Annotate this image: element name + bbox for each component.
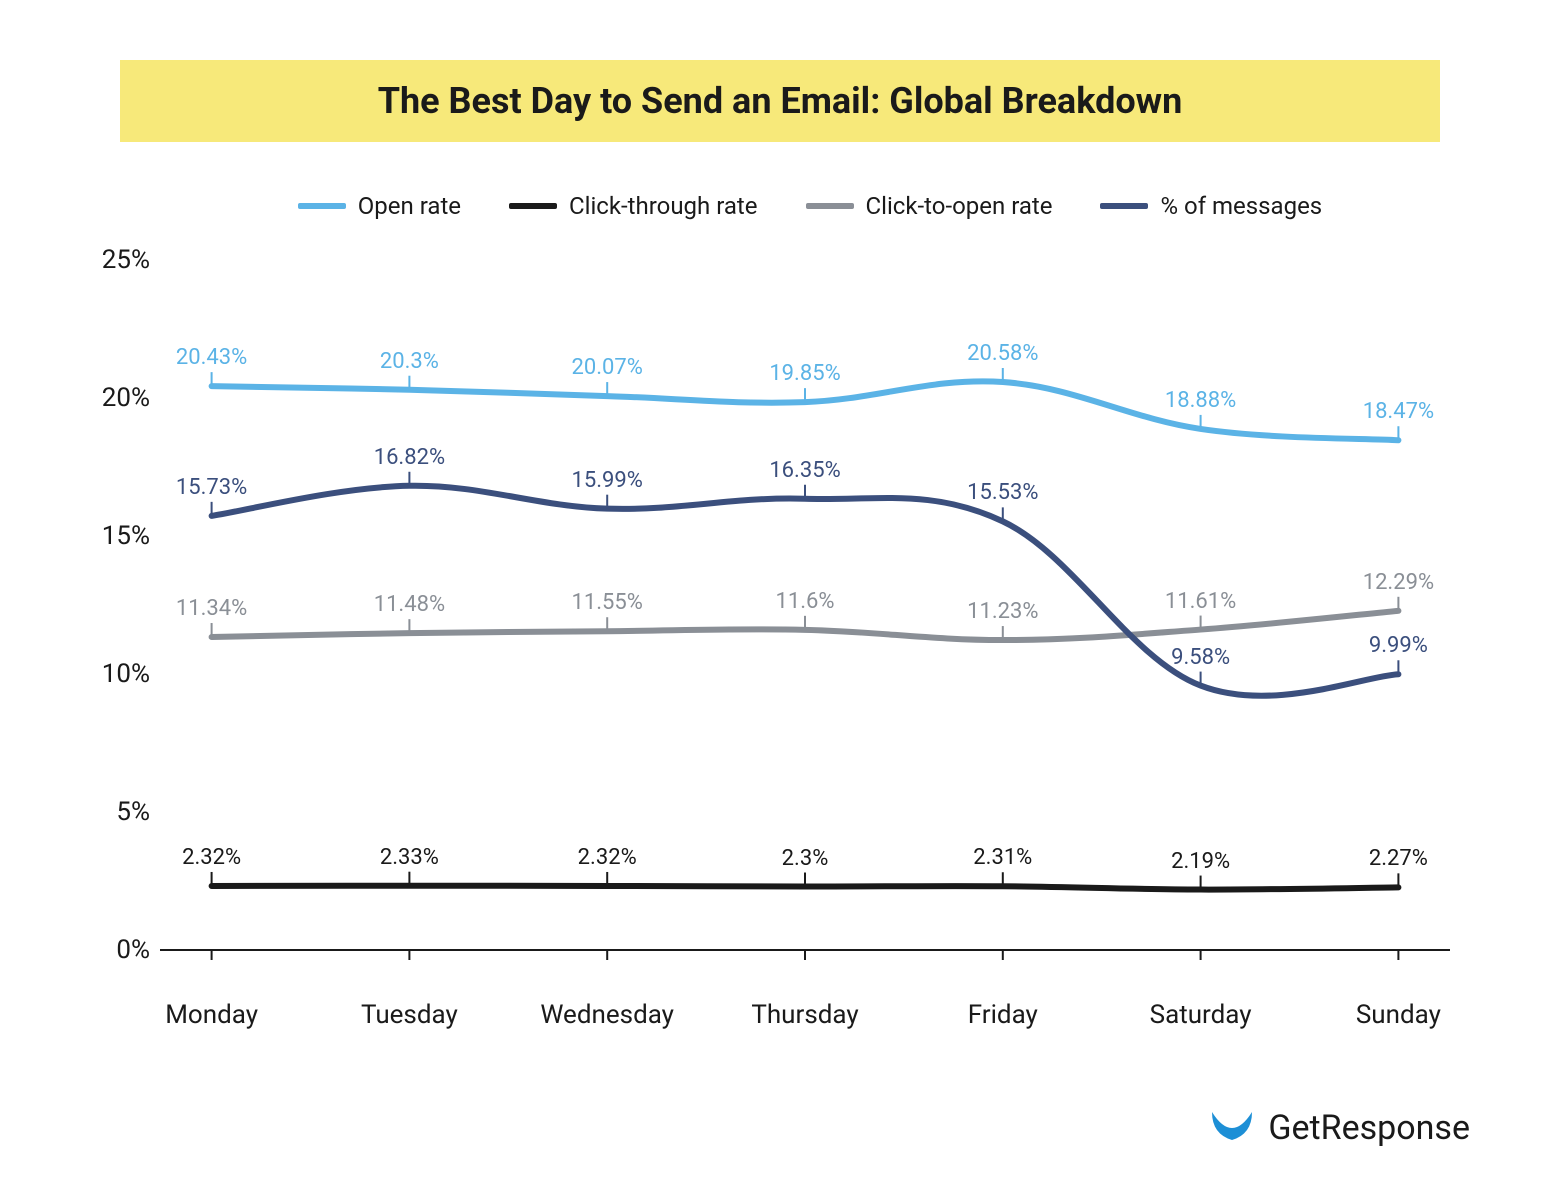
legend-label: Open rate (358, 192, 461, 220)
data-label-ctr: 2.31% (973, 845, 1032, 876)
data-label-ctr: 2.27% (1369, 846, 1428, 877)
data-label-pct_messages: 16.82% (374, 445, 445, 476)
legend-label: Click-through rate (569, 192, 757, 220)
brand-icon (1210, 1108, 1254, 1148)
y-tick-label: 25% (90, 245, 150, 275)
data-label-ctr: 2.32% (578, 845, 637, 876)
legend-label: Click-to-open rate (866, 192, 1053, 220)
data-label-open_rate: 19.85% (769, 361, 840, 392)
data-label-ctr: 2.3% (782, 846, 829, 877)
brand-name: GetResponse (1268, 1108, 1470, 1148)
data-label-pct_messages: 15.99% (572, 468, 643, 499)
x-tick-label: Sunday (1356, 1000, 1441, 1030)
x-tick-label: Wednesday (540, 1000, 674, 1030)
data-label-ctr: 2.33% (380, 845, 439, 876)
data-label-ctor: 11.55% (572, 590, 643, 621)
chart-title-bar: The Best Day to Send an Email: Global Br… (120, 60, 1440, 142)
legend-item-ctr: Click-through rate (509, 192, 757, 220)
legend-swatch (509, 203, 557, 209)
y-tick-label: 20% (90, 383, 150, 413)
data-label-ctor: 11.6% (775, 589, 834, 620)
y-tick-label: 5% (90, 797, 150, 827)
data-label-pct_messages: 15.73% (176, 475, 247, 506)
data-label-ctor: 11.48% (374, 592, 445, 623)
data-label-ctor: 11.61% (1165, 589, 1236, 620)
legend-item-ctor: Click-to-open rate (806, 192, 1053, 220)
legend-item-pct_messages: % of messages (1100, 192, 1322, 220)
x-tick-label: Tuesday (361, 1000, 458, 1030)
y-tick-label: 0% (90, 935, 150, 965)
legend-item-open_rate: Open rate (298, 192, 461, 220)
y-tick-label: 10% (90, 659, 150, 689)
legend-swatch (806, 203, 854, 209)
x-tick-label: Monday (165, 1000, 258, 1030)
chart-legend: Open rate Click-through rate Click-to-open… (140, 192, 1480, 220)
data-label-open_rate: 20.07% (572, 355, 643, 386)
chart-plot-area: 0%5%10%15%20%25%MondayTuesdayWednesdayTh… (160, 230, 1450, 990)
data-label-open_rate: 20.58% (967, 341, 1038, 372)
data-label-ctor: 11.34% (176, 596, 247, 627)
data-label-open_rate: 18.88% (1165, 388, 1236, 419)
data-label-pct_messages: 9.58% (1171, 645, 1230, 676)
brand-footer: GetResponse (1210, 1108, 1470, 1148)
x-tick-label: Saturday (1150, 1000, 1252, 1030)
data-label-ctor: 11.23% (967, 599, 1038, 630)
legend-swatch (1100, 203, 1148, 209)
data-label-open_rate: 20.3% (380, 349, 439, 380)
chart-title: The Best Day to Send an Email: Global Br… (150, 80, 1410, 122)
data-label-pct_messages: 15.53% (967, 480, 1038, 511)
legend-swatch (298, 203, 346, 209)
data-label-open_rate: 18.47% (1363, 399, 1434, 430)
data-label-pct_messages: 9.99% (1369, 633, 1428, 664)
x-tick-label: Thursday (751, 1000, 858, 1030)
data-label-open_rate: 20.43% (176, 345, 247, 376)
data-label-ctr: 2.32% (182, 845, 241, 876)
data-label-ctr: 2.19% (1171, 849, 1230, 880)
data-label-ctor: 12.29% (1363, 570, 1434, 601)
legend-label: % of messages (1160, 192, 1322, 220)
chart-container: The Best Day to Send an Email: Global Br… (0, 0, 1560, 1188)
y-tick-label: 15% (90, 521, 150, 551)
data-label-pct_messages: 16.35% (769, 458, 840, 489)
x-tick-label: Friday (968, 1000, 1038, 1030)
